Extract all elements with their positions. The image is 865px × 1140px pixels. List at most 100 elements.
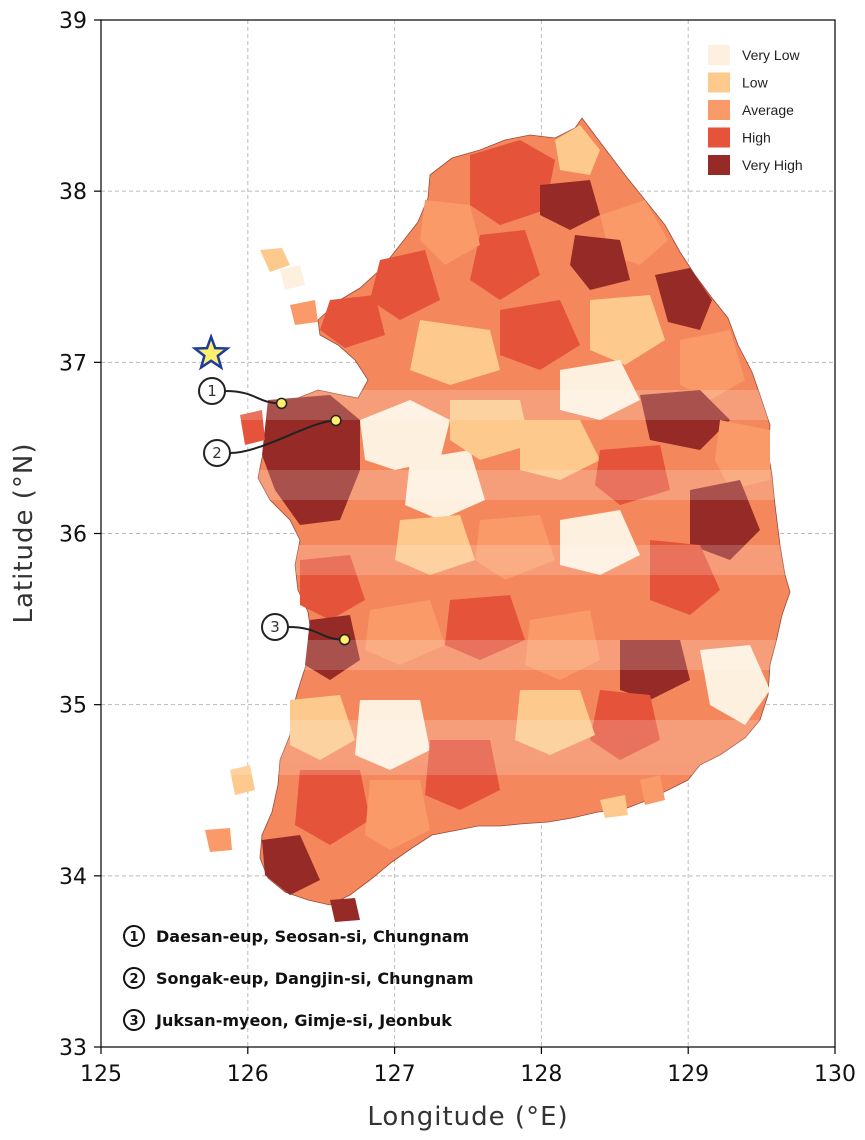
legend-swatch	[708, 100, 730, 120]
island	[260, 248, 290, 272]
island	[230, 765, 255, 795]
region	[410, 320, 500, 385]
region	[355, 700, 430, 770]
y-tick-label: 34	[59, 865, 87, 890]
callout-bubble	[261, 613, 289, 641]
region	[470, 140, 555, 225]
note-label: Daesan-eup, Seosan-si, Chungnam	[156, 927, 469, 946]
region	[690, 480, 760, 560]
region	[680, 330, 745, 400]
site-point	[338, 633, 351, 646]
region	[425, 740, 500, 810]
island	[280, 265, 305, 290]
legend-label: High	[742, 130, 771, 146]
callout-line	[229, 419, 336, 454]
callout-bubble	[203, 439, 231, 467]
region	[405, 450, 485, 520]
callout-line	[224, 390, 282, 405]
legend-label: Very High	[742, 157, 803, 173]
region	[595, 445, 670, 505]
region	[640, 390, 730, 450]
y-tick-label: 36	[59, 523, 87, 548]
region	[715, 420, 770, 490]
site-callouts: 1 2 3	[198, 377, 351, 646]
island	[600, 795, 628, 818]
choropleth-map	[101, 117, 835, 922]
legend-label: Low	[742, 75, 769, 91]
region	[525, 610, 600, 680]
region	[650, 540, 720, 615]
island	[290, 300, 318, 325]
region	[295, 770, 370, 845]
region	[470, 230, 540, 300]
region	[560, 510, 640, 575]
region	[590, 690, 660, 760]
y-axis-label: Latitude (°N)	[9, 442, 39, 623]
callout-number: 1	[207, 382, 217, 400]
region	[475, 515, 555, 580]
note-label: Songak-eup, Dangjin-si, Chungnam	[156, 969, 474, 988]
note-number-circle	[123, 1009, 145, 1031]
region	[420, 200, 480, 265]
callout-line	[287, 626, 345, 641]
legend-swatch	[708, 127, 730, 148]
x-tick-label: 127	[374, 1062, 416, 1087]
site-note: 1 Daesan-eup, Seosan-si, Chungnam	[123, 925, 469, 947]
note-number: 1	[129, 930, 138, 945]
region	[700, 645, 770, 725]
note-number-circle	[123, 967, 145, 989]
region	[540, 180, 600, 230]
y-axis-ticks: 33 34 35 36 37 38 39	[59, 9, 101, 1061]
region	[620, 640, 690, 700]
region	[262, 395, 360, 525]
x-tick-label: 126	[227, 1062, 269, 1087]
region	[305, 615, 360, 680]
legend-label: Average	[742, 102, 794, 118]
legend-swatch	[708, 72, 730, 93]
region	[500, 300, 580, 370]
legend-swatch	[708, 155, 730, 175]
region	[360, 400, 450, 470]
note-label: Juksan-myeon, Gimje-si, Jeonbuk	[155, 1011, 452, 1030]
y-tick-label: 38	[59, 180, 87, 205]
island	[330, 898, 360, 922]
region	[445, 595, 525, 660]
legend-swatch	[708, 45, 730, 65]
region	[262, 835, 320, 895]
x-axis-ticks: 125 126 127 128 129 130	[80, 1047, 856, 1087]
region	[290, 695, 355, 760]
star-marker	[191, 333, 231, 371]
callout-number: 2	[212, 444, 222, 462]
region	[450, 400, 530, 460]
y-tick-label: 35	[59, 694, 87, 719]
y-tick-label: 33	[59, 1036, 87, 1061]
callout-number: 3	[270, 618, 280, 636]
region	[570, 235, 630, 290]
note-number: 2	[129, 972, 138, 987]
star-icon	[191, 333, 231, 371]
region	[320, 295, 385, 348]
site-callout: 1	[198, 377, 288, 410]
site-callout: 3	[261, 613, 351, 646]
region	[370, 250, 440, 320]
island	[205, 828, 232, 852]
site-note: 2 Songak-eup, Dangjin-si, Chungnam	[123, 967, 474, 989]
region	[300, 555, 365, 620]
island	[640, 775, 665, 805]
region	[365, 780, 430, 850]
region	[555, 125, 600, 175]
site-note: 3 Juksan-myeon, Gimje-si, Jeonbuk	[123, 1009, 452, 1031]
x-axis-label: Longitude (°E)	[367, 1102, 568, 1132]
site-point	[275, 397, 288, 410]
region	[520, 420, 600, 480]
note-number: 3	[129, 1014, 138, 1029]
map-overlay-bands	[101, 390, 835, 775]
x-tick-label: 129	[667, 1062, 709, 1087]
region	[560, 360, 640, 420]
island	[240, 410, 265, 445]
region	[590, 295, 665, 365]
site-notes: 1 Daesan-eup, Seosan-si, Chungnam 2 Songak-…	[123, 925, 474, 1031]
x-tick-label: 128	[520, 1062, 562, 1087]
legend-label: Very Low	[742, 47, 800, 63]
